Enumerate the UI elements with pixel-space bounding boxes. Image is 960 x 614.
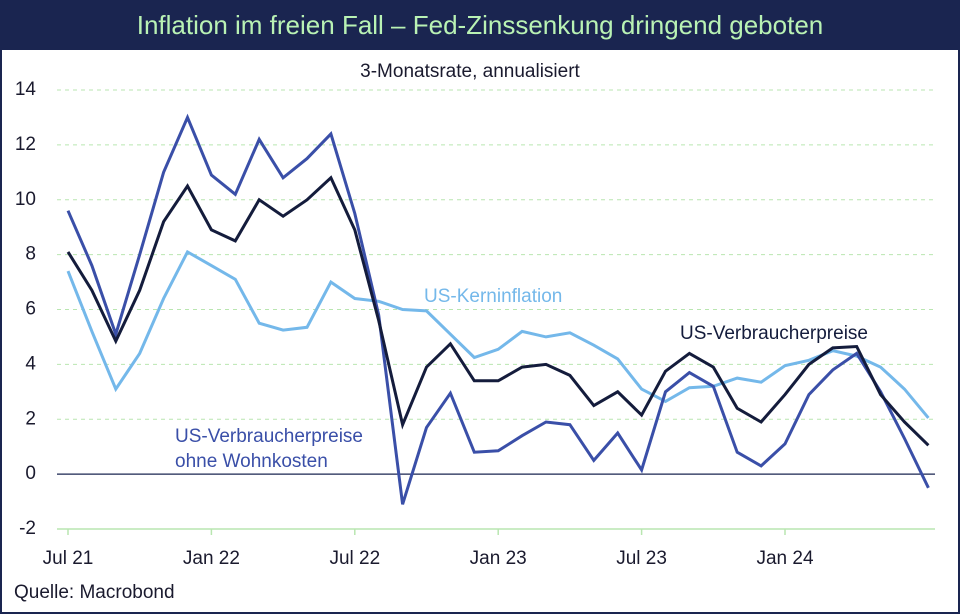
source: Quelle: Macrobond xyxy=(14,582,175,603)
y-tick-label: 10 xyxy=(15,189,36,210)
y-tick-label: 14 xyxy=(15,79,37,100)
subtitle: 3-Monatsrate, annualisiert xyxy=(360,61,580,82)
x-tick-label: Jul 23 xyxy=(616,548,667,569)
chart-title: Inflation im freien Fall – Fed-Zinssenku… xyxy=(137,10,824,40)
y-tick-label: -2 xyxy=(19,518,36,539)
y-tick-label: 12 xyxy=(15,134,36,155)
series-line xyxy=(66,113,930,505)
series-label: US-Kerninflation xyxy=(424,286,563,307)
series-label: US-Verbraucherpreise ohne Wohnkosten xyxy=(175,426,363,472)
y-tick-label: 0 xyxy=(25,463,36,484)
x-tick-label: Jan 22 xyxy=(183,548,240,569)
y-tick-label: 8 xyxy=(25,244,36,265)
y-tick-label: 4 xyxy=(25,353,36,374)
x-tick-label: Jan 24 xyxy=(756,548,813,569)
series-line xyxy=(66,175,930,447)
y-tick-label: 6 xyxy=(25,299,36,320)
x-tick-label: Jan 23 xyxy=(470,548,527,569)
series-line xyxy=(66,249,930,419)
title-bar xyxy=(0,0,960,50)
x-tick-label: Jul 21 xyxy=(43,548,94,569)
y-tick-label: 2 xyxy=(25,408,36,429)
series-label: US-Verbraucherpreise xyxy=(680,323,868,344)
x-tick-label: Jul 22 xyxy=(329,548,380,569)
